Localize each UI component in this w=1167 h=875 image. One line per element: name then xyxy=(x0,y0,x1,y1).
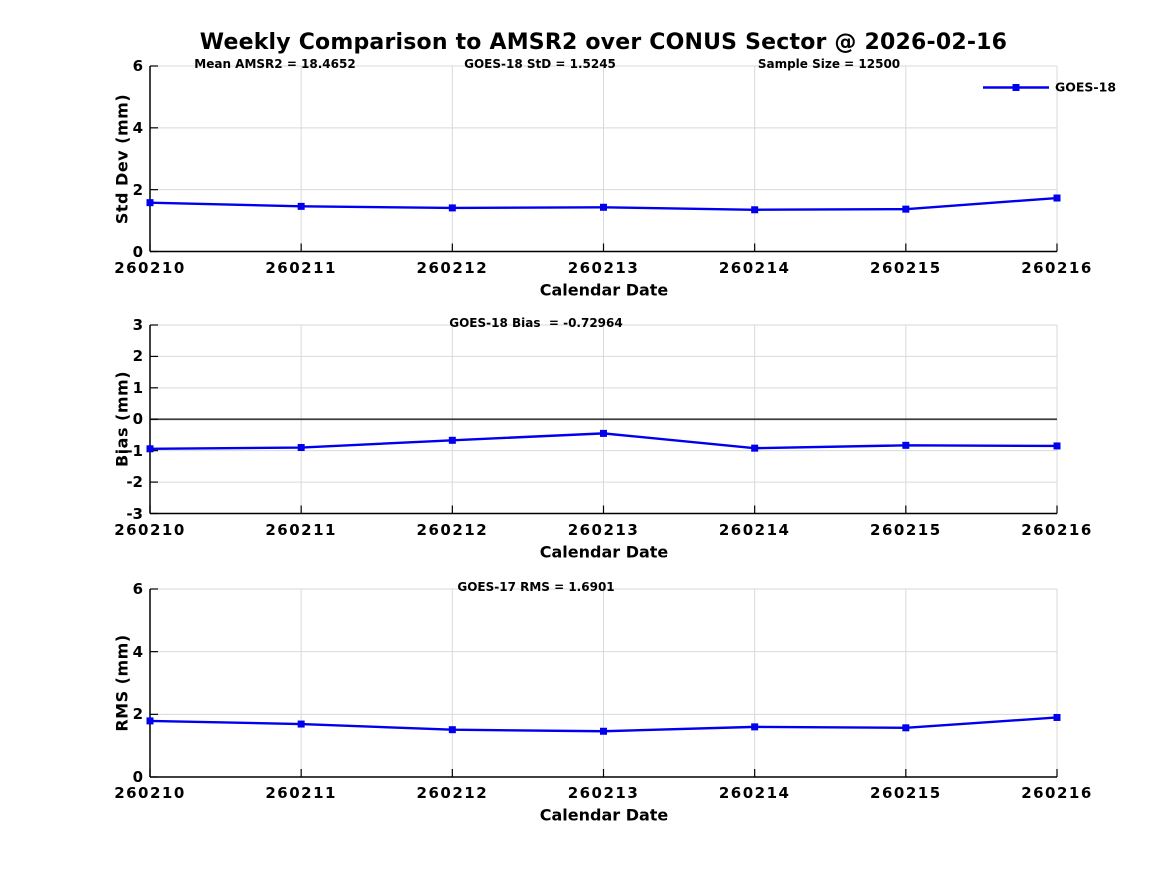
x-tick-label: 260216 xyxy=(1021,258,1093,277)
data-point-marker xyxy=(1053,442,1061,450)
legend-label: GOES-18 xyxy=(1055,79,1117,95)
data-point-marker xyxy=(297,202,305,210)
x-axis-label: Calendar Date xyxy=(539,805,669,825)
x-tick-label: 260215 xyxy=(870,258,942,277)
y-tick-label: 4 xyxy=(132,118,143,137)
annotation-goes18-std: GOES-18 StD = 1.5245 xyxy=(464,57,616,71)
data-point-marker xyxy=(448,204,456,212)
data-point-marker xyxy=(146,717,154,725)
x-tick-label: 260216 xyxy=(1021,520,1093,539)
data-point-marker xyxy=(448,726,456,734)
data-point-marker xyxy=(751,444,759,452)
data-point-marker xyxy=(902,441,910,449)
x-tick-label: 260210 xyxy=(114,258,186,277)
y-tick-label: 2 xyxy=(132,705,143,724)
annotation-mean-amsr2: Mean AMSR2 = 18.4652 xyxy=(194,57,356,71)
x-tick-label: 260212 xyxy=(416,520,489,539)
x-tick-label: 260216 xyxy=(1021,784,1093,802)
y-tick-label: 6 xyxy=(132,580,143,598)
x-tick-label: 260215 xyxy=(870,784,942,802)
x-tick-label: 260213 xyxy=(567,258,640,277)
y-tick-label: -1 xyxy=(126,441,143,460)
x-tick-label: 260214 xyxy=(718,784,791,802)
legend-line-marker-icon xyxy=(983,83,1049,91)
data-point-marker xyxy=(146,445,154,453)
legend: GOES-18 xyxy=(983,80,1116,95)
data-point-marker xyxy=(1053,194,1061,202)
y-tick-label: 1 xyxy=(132,378,143,397)
y-tick-label: 0 xyxy=(132,242,143,261)
x-tick-label: 260215 xyxy=(870,520,942,539)
x-tick-label: 260211 xyxy=(265,258,337,277)
y-tick-label: -2 xyxy=(126,473,143,492)
x-tick-label: 260214 xyxy=(718,258,791,277)
y-tick-label: 2 xyxy=(132,180,143,199)
x-tick-label: 260213 xyxy=(567,520,640,539)
data-point-marker xyxy=(297,444,305,452)
y-axis-label-stddev: Std Dev (mm) xyxy=(112,93,132,225)
annotation-goes17-rms: GOES-17 RMS = 1.6901 xyxy=(457,580,615,594)
y-tick-label: 3 xyxy=(132,316,143,334)
x-tick-label: 260214 xyxy=(718,520,791,539)
data-point-marker xyxy=(600,203,607,211)
x-axis-label: Calendar Date xyxy=(539,280,669,300)
y-tick-label: 4 xyxy=(132,642,143,661)
data-point-marker xyxy=(600,429,607,437)
data-point-marker xyxy=(448,436,456,444)
x-tick-label: 260211 xyxy=(265,520,337,539)
y-tick-label: 6 xyxy=(132,57,143,75)
data-point-marker xyxy=(600,727,607,735)
annotation-sample-size: Sample Size = 12500 xyxy=(757,57,901,71)
x-tick-label: 260213 xyxy=(567,784,640,802)
annotation-goes18-bias: GOES-18 Bias = -0.72964 xyxy=(449,316,623,330)
data-point-marker xyxy=(902,724,910,732)
data-point-marker xyxy=(297,720,305,728)
y-tick-label: 2 xyxy=(132,347,143,366)
y-tick-label: -3 xyxy=(126,504,143,523)
x-tick-label: 260212 xyxy=(416,258,489,277)
x-axis-label: Calendar Date xyxy=(539,542,669,562)
data-point-marker xyxy=(146,199,154,207)
data-point-marker xyxy=(751,723,759,731)
data-point-marker xyxy=(1053,713,1061,721)
x-tick-label: 260210 xyxy=(114,784,186,802)
y-tick-label: 0 xyxy=(132,410,143,429)
x-tick-label: 260211 xyxy=(265,784,337,802)
y-tick-label: 0 xyxy=(132,768,143,786)
x-tick-label: 260210 xyxy=(114,520,186,539)
x-tick-label: 260212 xyxy=(416,784,489,802)
data-point-marker xyxy=(751,206,759,214)
figure-title: Weekly Comparison to AMSR2 over CONUS Se… xyxy=(199,30,1008,55)
data-point-marker xyxy=(902,205,910,213)
